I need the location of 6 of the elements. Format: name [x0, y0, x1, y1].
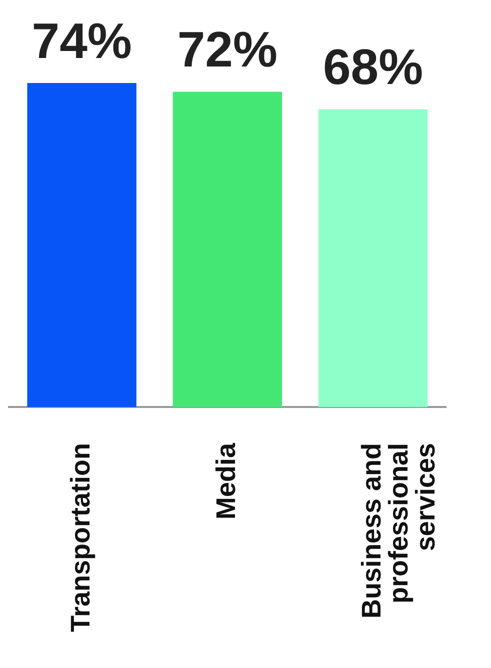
data-label: 74% — [32, 12, 132, 69]
x-tick-label: Business and professional services — [356, 442, 440, 619]
data-label: 68% — [322, 39, 424, 96]
data-label: 72% — [177, 22, 278, 78]
x-tick-label: Transportation — [65, 442, 96, 632]
x-tick-label: Media — [210, 442, 241, 520]
